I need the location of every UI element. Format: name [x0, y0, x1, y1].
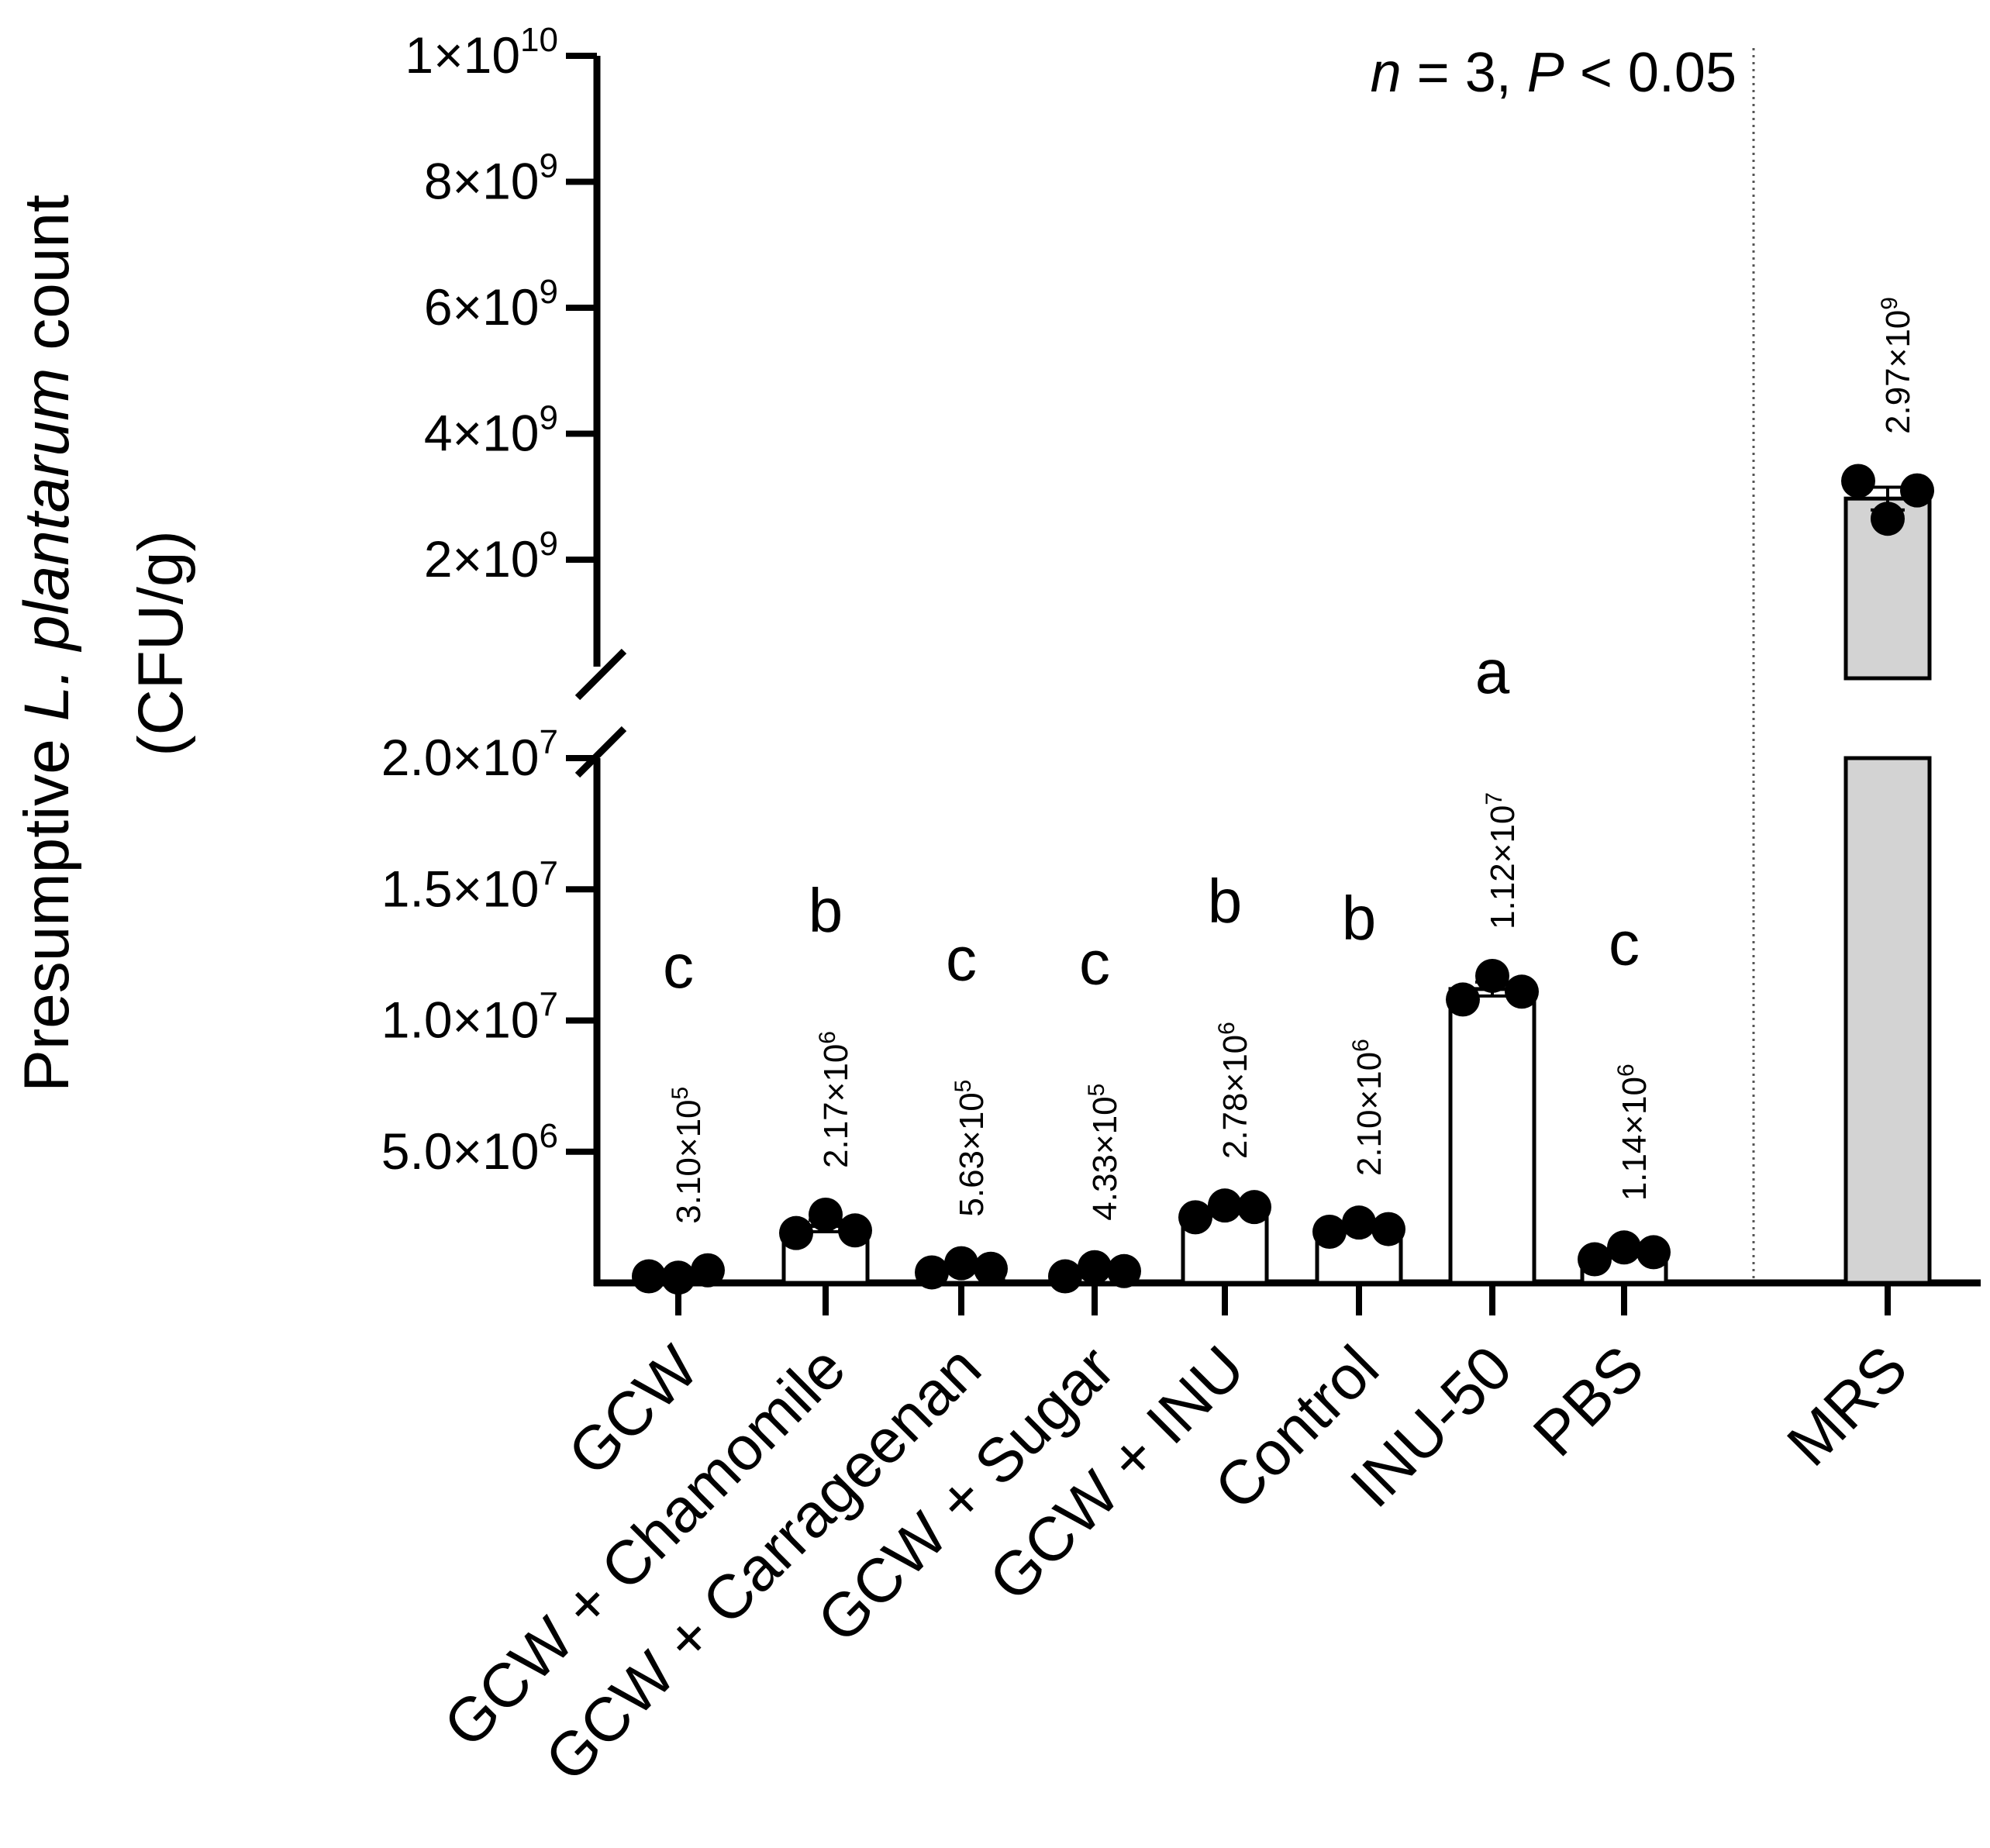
value-label-1: 2.17×106 — [815, 1031, 855, 1168]
axis-break-mark-lower — [574, 726, 627, 778]
data-point-2-1 — [944, 1246, 978, 1281]
value-label-2: 5.63×105 — [950, 1080, 991, 1217]
y-axis-title: Presumptive L. plantarum count — [12, 195, 82, 1092]
data-point-4-1 — [1208, 1188, 1242, 1223]
y-tick-label: 1.5×107 — [381, 854, 558, 917]
value-label-6: 1.12×107 — [1481, 792, 1522, 929]
significance-letter-1: b — [809, 876, 843, 945]
stats-annotation: n = 3, P < 0.05 — [1371, 42, 1737, 104]
value-label-5: 2.10×106 — [1348, 1039, 1388, 1176]
data-point-6-2 — [1505, 974, 1539, 1009]
data-point-2-0 — [915, 1255, 949, 1290]
data-point-7-0 — [1578, 1242, 1612, 1277]
data-point-1-2 — [838, 1213, 872, 1248]
axis-break-mark-upper — [574, 648, 627, 701]
data-point-0-2 — [691, 1253, 725, 1288]
value-label-7: 1.14×106 — [1613, 1064, 1654, 1201]
y-tick-label: 1.0×107 — [381, 986, 558, 1049]
y-tick-label: 8×109 — [424, 147, 558, 210]
data-point-0-1 — [661, 1260, 695, 1295]
data-point-5-2 — [1371, 1212, 1405, 1246]
significance-letter-4: b — [1208, 867, 1243, 936]
data-point-7-1 — [1607, 1230, 1641, 1265]
data-point-6-1 — [1475, 958, 1509, 993]
value-label-8: 2.97×109 — [1877, 297, 1917, 434]
bar-6 — [1448, 987, 1536, 1285]
data-point-2-2 — [974, 1251, 1008, 1286]
y-tick-label: 2×109 — [424, 525, 558, 588]
data-point-8-1 — [1871, 502, 1905, 536]
data-point-7-2 — [1636, 1235, 1671, 1270]
data-point-1-0 — [779, 1215, 813, 1250]
y-tick-label: 5.0×106 — [381, 1117, 558, 1180]
data-point-4-0 — [1178, 1200, 1212, 1235]
data-point-3-1 — [1078, 1250, 1112, 1284]
data-point-8-0 — [1841, 464, 1875, 498]
data-point-5-1 — [1342, 1205, 1376, 1240]
y-tick-label: 1×1010 — [405, 21, 558, 84]
significance-letter-7: c — [1609, 908, 1640, 977]
value-label-4: 2.78×106 — [1214, 1022, 1254, 1159]
y-tick-label: 2.0×107 — [381, 723, 558, 786]
category-label-7: PBS — [1520, 1333, 1657, 1469]
data-point-4-2 — [1237, 1190, 1271, 1225]
y-axis-title-units: (CFU/g) — [126, 530, 196, 757]
significance-letter-2: c — [946, 925, 977, 994]
significance-letter-3: c — [1079, 929, 1110, 998]
category-label-8: MRS — [1774, 1333, 1920, 1479]
data-point-3-0 — [1048, 1259, 1082, 1294]
value-label-3: 4.33×105 — [1084, 1084, 1124, 1221]
significance-letter-0: c — [663, 932, 694, 1001]
data-point-0-0 — [632, 1259, 666, 1294]
data-point-5-0 — [1312, 1214, 1347, 1249]
data-point-1-1 — [809, 1197, 843, 1232]
bar-8-lower — [1843, 756, 1932, 1285]
data-point-8-2 — [1900, 473, 1934, 508]
significance-letter-5: b — [1342, 884, 1377, 953]
y-tick-label: 4×109 — [424, 399, 558, 462]
value-label-0: 3.10×105 — [667, 1087, 708, 1224]
data-point-3-2 — [1107, 1253, 1141, 1288]
data-point-6-0 — [1446, 982, 1480, 1017]
significance-letter-6: a — [1475, 637, 1510, 706]
y-tick-label: 6×109 — [424, 273, 558, 336]
